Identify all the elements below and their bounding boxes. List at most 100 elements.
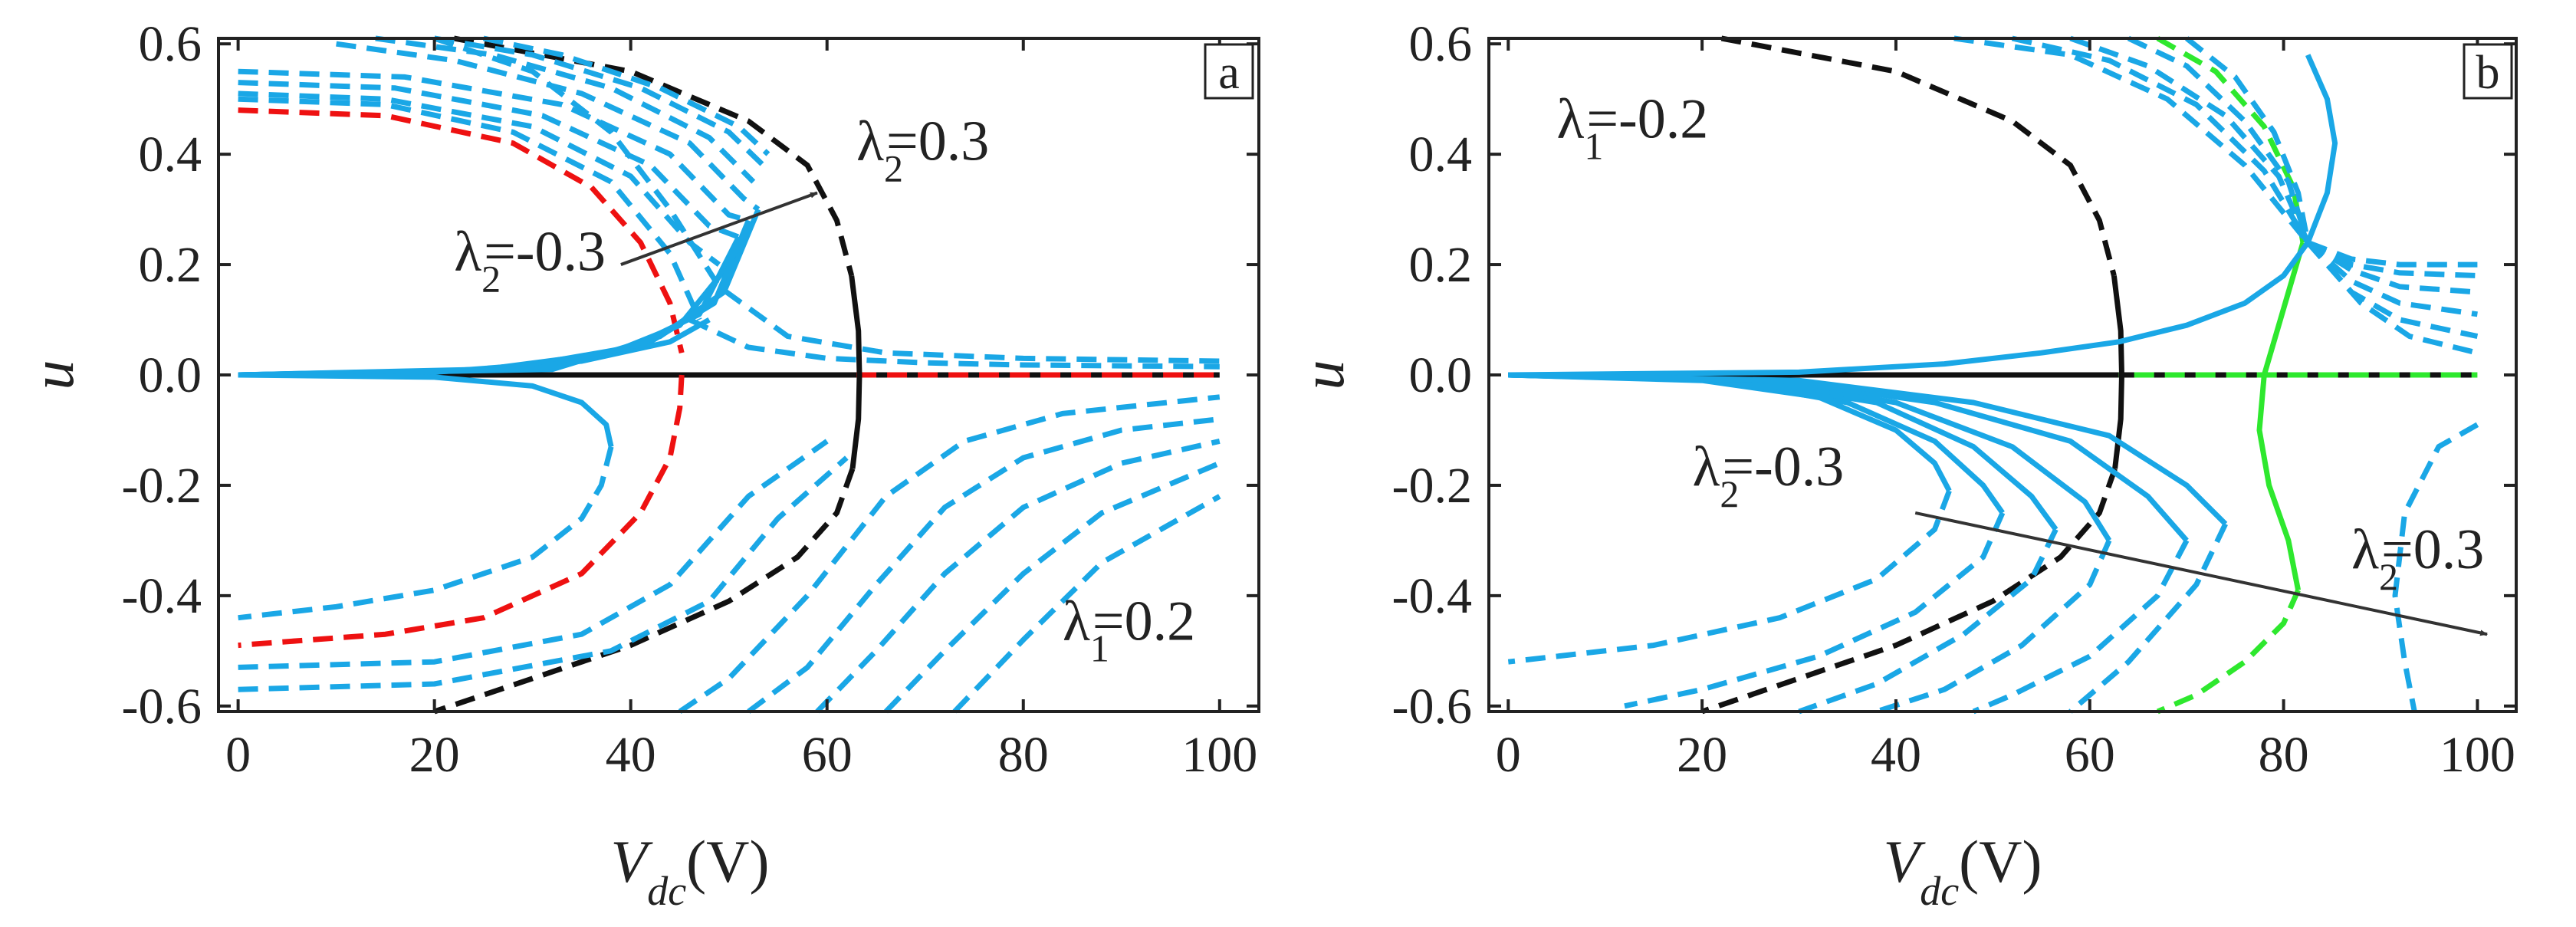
series-blue-dashed-down-1: [1507, 489, 1952, 665]
annotation-0: λ2=-0.3: [454, 220, 606, 300]
y-tick-label: 0.0: [139, 347, 202, 403]
x-tick-label: 60: [2065, 727, 2115, 783]
series-blue-lower-2: [238, 455, 849, 692]
y-tick-label: 0.2: [139, 237, 202, 293]
x-tick-label: 100: [2440, 727, 2515, 783]
y-tick-label: -0.4: [122, 568, 202, 624]
series-blue-upper-e: [2185, 36, 2311, 243]
y-tick-label: -0.2: [1392, 458, 1472, 514]
x-tick-label: 80: [998, 727, 1049, 783]
series-black-solid-vertical: [2111, 275, 2124, 469]
panel-b-ylabel: u: [1290, 360, 1356, 390]
series-black-dashed-lower: [433, 468, 856, 715]
series-green-dashed-upper: [2156, 35, 2306, 243]
series-blue-lower-7: [952, 494, 1221, 714]
y-tick-label: -0.2: [122, 458, 202, 514]
series-blue-right-f: [2306, 240, 2478, 268]
series-blue-right-a: [2306, 240, 2478, 278]
series-blue-solid-5: [238, 208, 761, 378]
series-blue-upper-7: [434, 35, 765, 168]
y-tick-label: 0.4: [139, 127, 202, 182]
panel-b-xlabel: Vdc(V): [1884, 828, 2042, 914]
annotation-2: λ2=0.3: [2351, 518, 2484, 598]
series-blue-solid-hook: [238, 372, 614, 448]
y-tick-label: 0.6: [1409, 16, 1473, 72]
panel-b-annotations: λ1=-0.2 λ2=-0.3 λ2=0.3: [1556, 88, 2484, 598]
series-blue-upper-b: [2011, 35, 2311, 245]
y-tick-label: -0.6: [1392, 679, 1472, 735]
x-tick-label: 80: [2259, 727, 2309, 783]
arrow-0: [620, 191, 818, 266]
series-blue-right-1: [688, 317, 1220, 370]
x-tick-label: 20: [409, 727, 460, 783]
series-blue-upper-8: [482, 35, 770, 156]
series-blue-upper-4: [238, 68, 750, 223]
y-tick-label: 0.6: [139, 16, 202, 72]
series-blue-upper-d: [2127, 35, 2311, 244]
series-blue-right-c: [2305, 240, 2478, 317]
x-tick-label: 0: [225, 727, 251, 783]
x-tick-label: 40: [1871, 727, 1921, 783]
series-black-solid-vertical: [849, 275, 863, 469]
panel-b-tag: b: [2476, 47, 2500, 99]
series-blue-lower-6: [883, 460, 1221, 714]
series-blue-solid-up: [1508, 241, 2311, 378]
series-blue-upper-1: [238, 96, 702, 321]
series-black-dashed-upper: [453, 35, 855, 277]
arrow-0: [1914, 511, 2489, 636]
panel-b-ticks: 0 20 40 60 80 100 0.6 0.4 0.2 0.0 -0.2 -0.4 -0.6: [1392, 16, 2516, 783]
series-blue-dashed-down-4: [1875, 539, 2112, 715]
annotation-2: λ1=0.2: [1063, 590, 1195, 669]
series-green-solid: [2256, 242, 2306, 591]
series-blue-upper-c: [2069, 35, 2311, 244]
x-tick-label: 60: [802, 727, 853, 783]
annotation-0: λ1=-0.2: [1556, 88, 1708, 168]
panel-a-xlabel: Vdc(V): [611, 828, 770, 914]
series-blue-upper-a: [1953, 35, 2310, 245]
panel-a-arrows: [620, 191, 818, 266]
series-blue-solid-1: [238, 317, 711, 378]
annotation-1: λ2=-0.3: [1692, 436, 1844, 515]
series-green-dashed-lower: [2156, 589, 2301, 715]
panel-a-ticks: 0 20 40 60 80 100 0.6 0.4 0.2 0.0 -0.2 -0.4 -0.6: [122, 16, 1259, 783]
series-blue-dashed-down-2: [1624, 511, 2006, 709]
x-tick-label: 20: [1677, 727, 1727, 783]
series-blue-dashed-down-5: [1972, 539, 2190, 715]
series-blue-right-e: [2305, 240, 2479, 356]
series-red-dashed-lower: [238, 374, 685, 649]
series-blue-dashed-hook: [2392, 422, 2479, 712]
series-blue-dashed-down-6: [2068, 522, 2228, 714]
series-blue-hook-dash: [238, 445, 614, 621]
panel-a: 0 20 40 60 80 100 0.6 0.4 0.2 0.0 -0.2 -0.4 -0.6 a u…: [19, 16, 1260, 914]
series-black-dashed-upper: [1720, 35, 2117, 277]
annotation-1: λ2=0.3: [856, 110, 989, 189]
panel-b: 0 20 40 60 80 100 0.6 0.4 0.2 0.0 -0.2 -0.4 -0.6 b u…: [1290, 16, 2518, 914]
panel-a-tag: a: [1218, 47, 1240, 99]
series-blue-solid-loop: [2305, 54, 2338, 244]
x-tick-label: 0: [1496, 727, 1521, 783]
series-blue-dashed-down-3: [1798, 528, 2058, 715]
series-blue-lower-1: [238, 439, 829, 670]
panel-a-tag-box: [1204, 43, 1254, 100]
series-blue-lower-3: [678, 394, 1221, 714]
y-tick-label: -0.6: [122, 679, 202, 735]
series-blue-lower-5: [815, 438, 1221, 714]
panel-b-series: [1507, 35, 2479, 715]
x-tick-label: 100: [1181, 727, 1257, 783]
series-blue-upper-3: [238, 80, 740, 240]
series-blue-upper-6: [375, 35, 756, 184]
x-tick-label: 40: [606, 727, 656, 783]
y-tick-label: 0.2: [1409, 237, 1473, 293]
y-tick-label: 0.4: [1409, 127, 1473, 182]
series-blue-solid-down-6: [1508, 372, 2228, 526]
y-tick-label: 0.0: [1409, 347, 1473, 403]
series-blue-upper-5: [336, 41, 761, 212]
y-tick-label: -0.4: [1392, 568, 1472, 624]
panel-a-series: [238, 35, 1221, 715]
series-blue-upper-mid: [433, 35, 1220, 364]
series-blue-right-b: [2306, 240, 2478, 295]
panel-b-arrows: [1914, 511, 2489, 636]
series-black-dashed-lower: [1700, 468, 2118, 715]
panel-a-ylabel: u: [19, 360, 86, 390]
